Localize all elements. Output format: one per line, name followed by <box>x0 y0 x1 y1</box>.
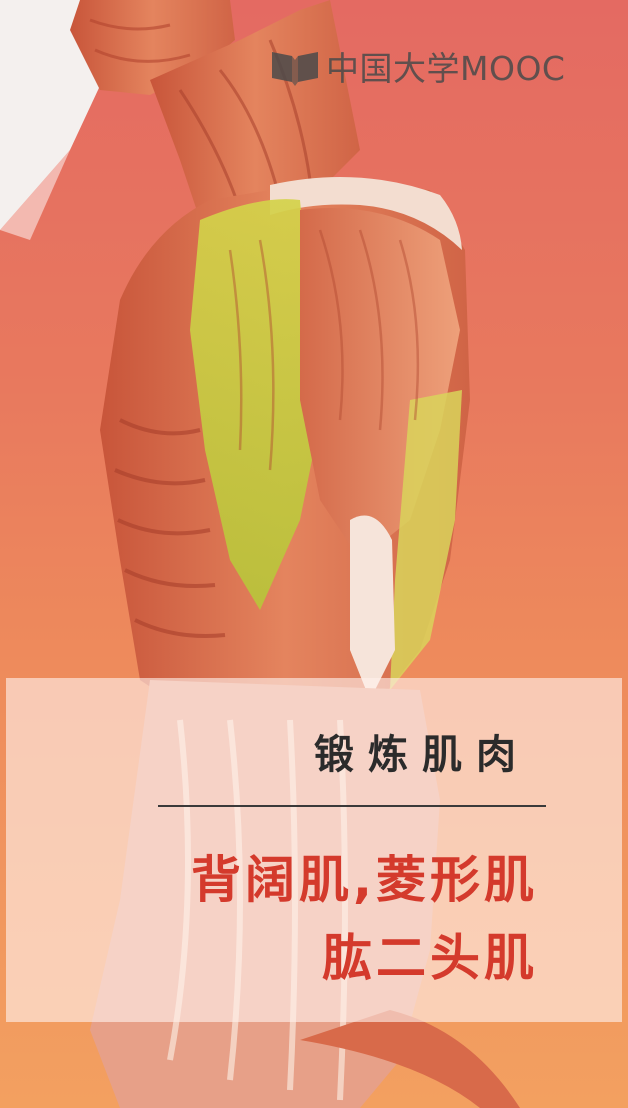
brand-watermark: 中国大学MOOC <box>270 44 565 88</box>
caption-divider <box>158 805 546 807</box>
latissimus-highlight <box>190 199 320 610</box>
open-book-logo-icon <box>272 52 318 86</box>
caption-title: 锻炼肌肉 <box>314 732 530 778</box>
muscle-list-line-1: 背阔肌,菱形肌 <box>191 851 538 909</box>
elbow-tendon <box>350 515 395 700</box>
shoulder-highlight <box>270 177 462 250</box>
caption-panel: 锻炼肌肉 背阔肌,菱形肌 肱二头肌 <box>6 678 622 1022</box>
rhomboid-highlight <box>390 390 462 690</box>
brand-name: 中国大学MOOC <box>326 49 566 88</box>
muscle-list-line-2: 肱二头肌 <box>322 929 538 987</box>
